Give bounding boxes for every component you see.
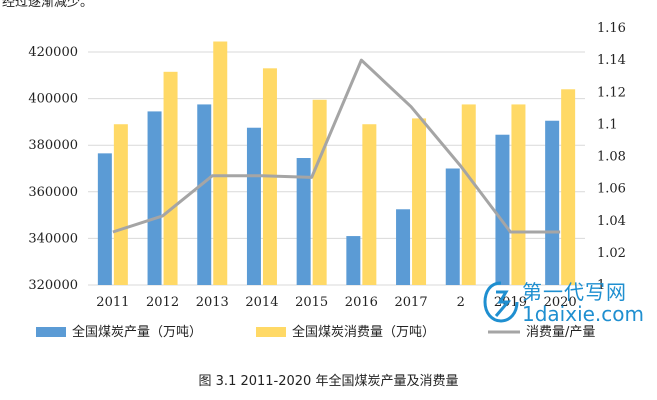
bar-consumption-2011 (113, 124, 128, 285)
right-tick-label: 1.12 (597, 85, 626, 100)
right-tick-label: 1.02 (597, 246, 626, 261)
x-axis: 2011 2012 2013 2014 2015 2016 2017 2 2019 2020 (96, 295, 576, 310)
watermark-line1: 第一代写网 (522, 280, 627, 304)
bar-consumption-2016 (362, 124, 377, 285)
x-tick-label: 2 (457, 295, 465, 310)
bar-consumption-2020 (561, 89, 576, 285)
right-tick-label: 1.08 (597, 150, 626, 165)
legend-label-ratio: 消费量/产量 (526, 325, 595, 340)
bar-production-2011 (97, 153, 112, 285)
legend: 全国煤炭产量（万吨） 全国煤炭消费量（万吨） 消费量/产量 (36, 324, 595, 340)
bar-production-2020 (545, 120, 560, 285)
left-tick-label: 360000 (28, 185, 78, 200)
left-tick-label: 400000 (28, 92, 78, 107)
bar-group (97, 41, 576, 286)
left-axis: 320000 340000 360000 380000 400000 420000 (28, 45, 78, 293)
bar-production-2019 (495, 134, 510, 285)
watermark: 第一代写网 1daixie.com (470, 272, 650, 332)
x-tick-label: 2017 (395, 295, 428, 310)
legend-label-consumption: 全国煤炭消费量（万吨） (292, 324, 435, 340)
right-tick-label: 1.16 (597, 21, 626, 36)
bar-consumption-2013 (213, 41, 228, 285)
left-tick-label: 320000 (28, 278, 78, 293)
x-tick-label: 2015 (295, 295, 328, 310)
left-tick-label: 420000 (28, 45, 78, 60)
grid-lines (88, 51, 585, 286)
right-axis: 1 1.02 1.04 1.06 1.08 1.1 1.12 1.14 1.16 (597, 21, 626, 293)
x-tick-label: 2016 (345, 295, 378, 310)
ratio-line-group (112, 58, 561, 234)
x-tick-label: 2014 (245, 295, 278, 310)
bar-production-2017 (396, 209, 411, 285)
right-tick-label: 1.04 (597, 214, 626, 229)
left-tick-label: 380000 (28, 138, 78, 153)
x-tick-label: 2013 (196, 295, 229, 310)
legend-swatch-production (36, 327, 66, 337)
bar-production-2015 (296, 158, 311, 285)
right-tick-label: 1 (597, 278, 605, 293)
bar-production-2012 (147, 111, 162, 285)
right-tick-label: 1.1 (597, 117, 618, 132)
bar-production-2013 (197, 104, 212, 285)
x-tick-label: 2011 (96, 295, 129, 310)
right-tick-label: 1.06 (597, 182, 626, 197)
x-tick-label: 2012 (146, 295, 179, 310)
legend-swatch-consumption (256, 327, 286, 337)
legend-label-production: 全国煤炭产量（万吨） (72, 324, 202, 340)
ratio-line (112, 58, 561, 234)
x-tick-label: 2020 (544, 295, 577, 310)
left-tick-label: 340000 (28, 231, 78, 246)
watermark-line2: 1daixie.com (522, 302, 645, 326)
bar-consumption-2015 (312, 99, 327, 285)
figure-caption: 图 3.1 2011-2020 年全国煤炭产量及消费量 (198, 374, 459, 389)
right-tick-label: 1.14 (597, 53, 626, 68)
bar-production-2016 (346, 236, 361, 285)
bar-production-2014 (246, 127, 261, 285)
watermark-logo-icon (483, 281, 519, 323)
bar-production-2018 (445, 168, 460, 285)
bar-consumption-2012 (163, 71, 178, 286)
bar-consumption-2017 (412, 118, 427, 285)
header-fragment: 经过逐渐减少。 (2, 0, 94, 10)
bar-consumption-2019 (511, 104, 526, 285)
bar-consumption-2018 (461, 104, 476, 285)
